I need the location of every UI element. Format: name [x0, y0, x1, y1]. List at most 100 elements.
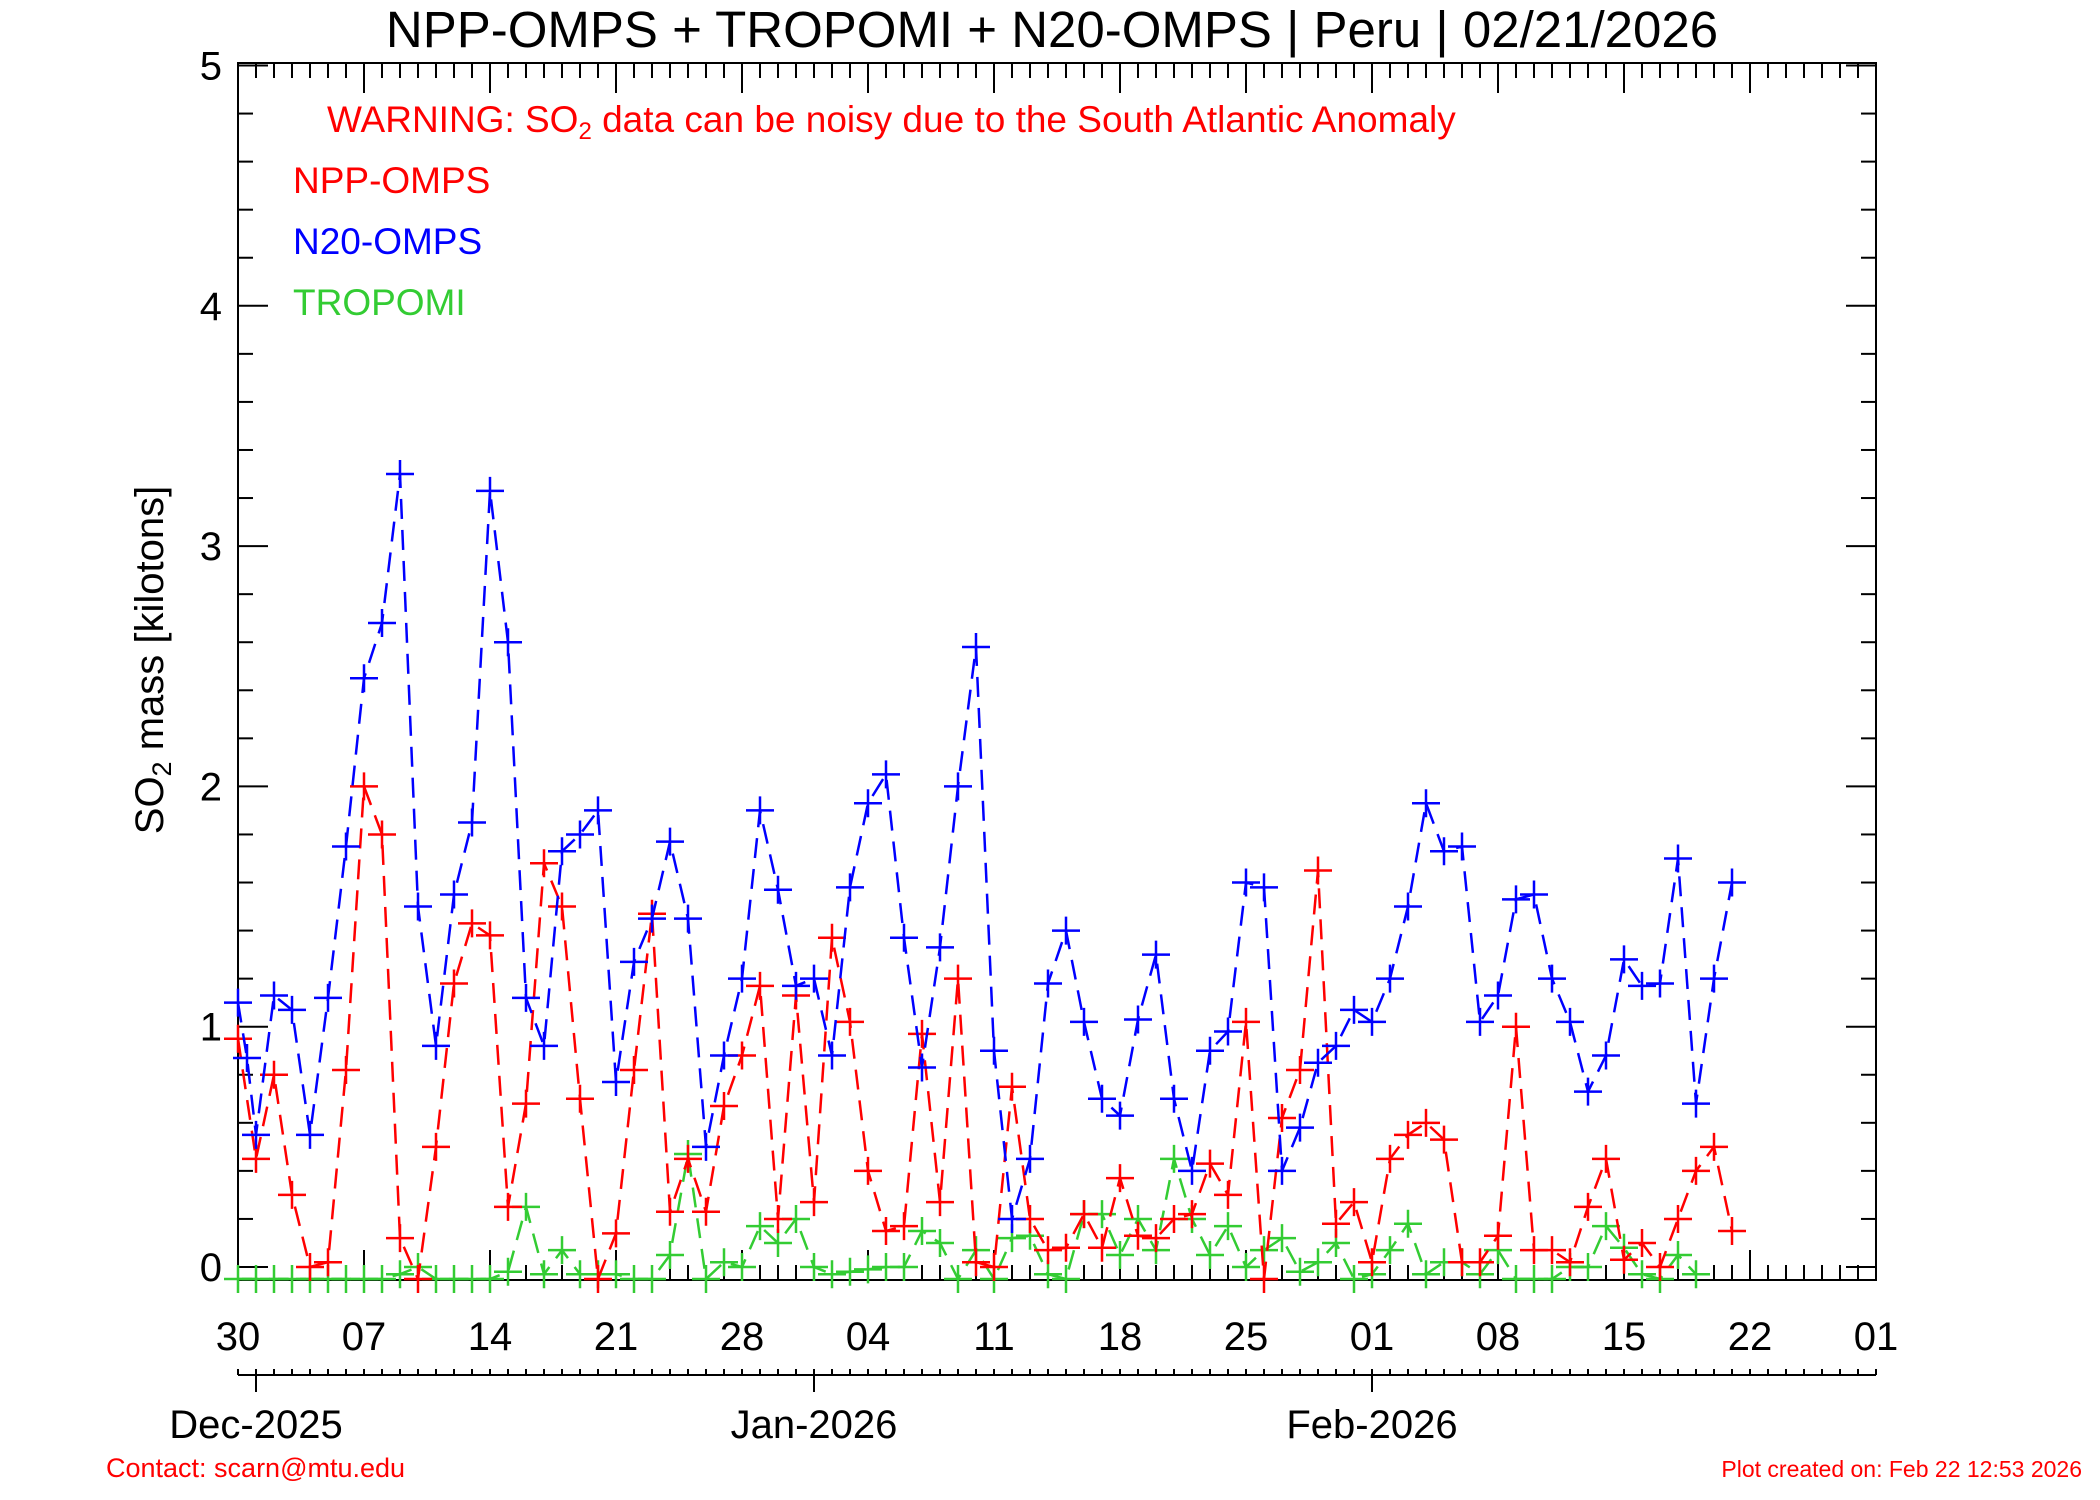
data-point — [1088, 1233, 1116, 1262]
data-point — [1682, 1260, 1710, 1289]
data-point — [1106, 1101, 1134, 1130]
data-point — [674, 904, 702, 933]
data-point — [404, 892, 432, 921]
data-point — [314, 1248, 342, 1277]
data-point — [818, 923, 846, 952]
data-point — [1430, 837, 1458, 866]
data-point — [1340, 995, 1368, 1024]
data-point — [854, 789, 882, 818]
data-point — [602, 1219, 630, 1248]
data-point — [1304, 856, 1332, 885]
data-point — [692, 1197, 720, 1226]
data-point — [1502, 885, 1530, 914]
series-npp-omps — [224, 772, 1746, 1294]
series-layer — [224, 460, 1746, 1294]
data-point — [1610, 945, 1638, 974]
data-point — [224, 1024, 252, 1053]
x-tick-label: 21 — [594, 1315, 639, 1359]
legend-entry: N20-OMPS — [293, 221, 482, 262]
data-point — [1340, 1188, 1368, 1217]
data-point — [476, 476, 504, 505]
data-point — [386, 1260, 414, 1289]
data-point — [710, 1248, 738, 1277]
data-point — [836, 1007, 864, 1036]
data-point — [818, 1260, 846, 1289]
data-point — [998, 1204, 1026, 1233]
data-point — [1502, 1012, 1530, 1041]
data-point — [1232, 1253, 1260, 1281]
data-point — [1412, 1260, 1440, 1289]
data-point — [1034, 1260, 1062, 1289]
data-point — [584, 1265, 612, 1294]
data-point — [764, 875, 792, 904]
data-point — [476, 921, 504, 950]
data-point — [494, 1192, 522, 1221]
data-point — [656, 1240, 684, 1269]
data-point — [1394, 892, 1422, 921]
legend-entry: TROPOMI — [293, 282, 466, 323]
x-tick-label: 25 — [1224, 1315, 1269, 1359]
month-axis: Dec-2025 Jan-2026 Feb-2026 — [169, 1369, 1877, 1447]
data-point — [494, 628, 522, 657]
data-point — [782, 971, 810, 1000]
data-point — [404, 1265, 432, 1294]
warning-text: WARNING: SO2 data can be noisy due to th… — [327, 99, 1456, 145]
data-point — [1106, 1240, 1134, 1269]
data-point — [1664, 1204, 1692, 1233]
data-point — [1592, 1041, 1620, 1070]
data-point — [1664, 1240, 1692, 1269]
data-point — [1394, 1120, 1422, 1149]
data-point — [746, 971, 774, 1000]
data-point — [962, 1248, 990, 1277]
data-point — [1250, 1236, 1278, 1265]
data-point — [1628, 1260, 1656, 1289]
data-point — [1592, 1144, 1620, 1173]
data-point — [908, 1019, 936, 1048]
data-point — [1700, 964, 1728, 993]
x-tick-label: 01 — [1350, 1315, 1395, 1359]
data-point — [854, 1255, 882, 1284]
data-point — [1646, 969, 1674, 998]
data-point — [1412, 789, 1440, 818]
data-point — [1250, 873, 1278, 902]
data-point — [548, 837, 576, 866]
data-point — [890, 1212, 918, 1241]
data-point — [530, 849, 558, 878]
data-point — [1700, 1132, 1728, 1161]
data-point — [458, 808, 486, 837]
data-point — [224, 988, 252, 1017]
month-label: Dec-2025 — [169, 1403, 342, 1447]
data-point — [1538, 1236, 1566, 1265]
series-n20-omps — [224, 460, 1746, 1233]
data-point — [656, 1197, 684, 1226]
data-point — [1052, 1233, 1080, 1262]
data-point — [908, 1216, 936, 1245]
x-tick-label: 08 — [1476, 1315, 1521, 1359]
data-point — [368, 608, 396, 637]
data-point — [332, 832, 360, 861]
data-point — [944, 772, 972, 801]
y-tick-label: 0 — [200, 1246, 222, 1290]
data-point — [1430, 1125, 1458, 1154]
data-point — [1052, 1265, 1080, 1294]
data-point — [512, 1089, 540, 1118]
data-point — [1214, 1017, 1242, 1046]
data-point — [1628, 971, 1656, 1000]
data-point — [1556, 1248, 1584, 1277]
data-point — [1304, 1048, 1332, 1077]
data-point — [962, 633, 990, 662]
data-point — [926, 1228, 954, 1257]
data-point — [800, 1188, 828, 1217]
data-point — [728, 1253, 756, 1281]
legend-entry: NPP-OMPS — [293, 160, 490, 201]
data-point — [1322, 1031, 1350, 1060]
data-point — [980, 1253, 1008, 1281]
x-tick-label: 30 — [216, 1315, 261, 1359]
y-axis-label-subscript: 2 — [147, 761, 177, 776]
data-point — [1682, 1156, 1710, 1185]
data-point — [1142, 940, 1170, 969]
data-point — [836, 1257, 864, 1286]
data-point — [620, 1055, 648, 1084]
x-tick-label: 07 — [342, 1315, 387, 1359]
